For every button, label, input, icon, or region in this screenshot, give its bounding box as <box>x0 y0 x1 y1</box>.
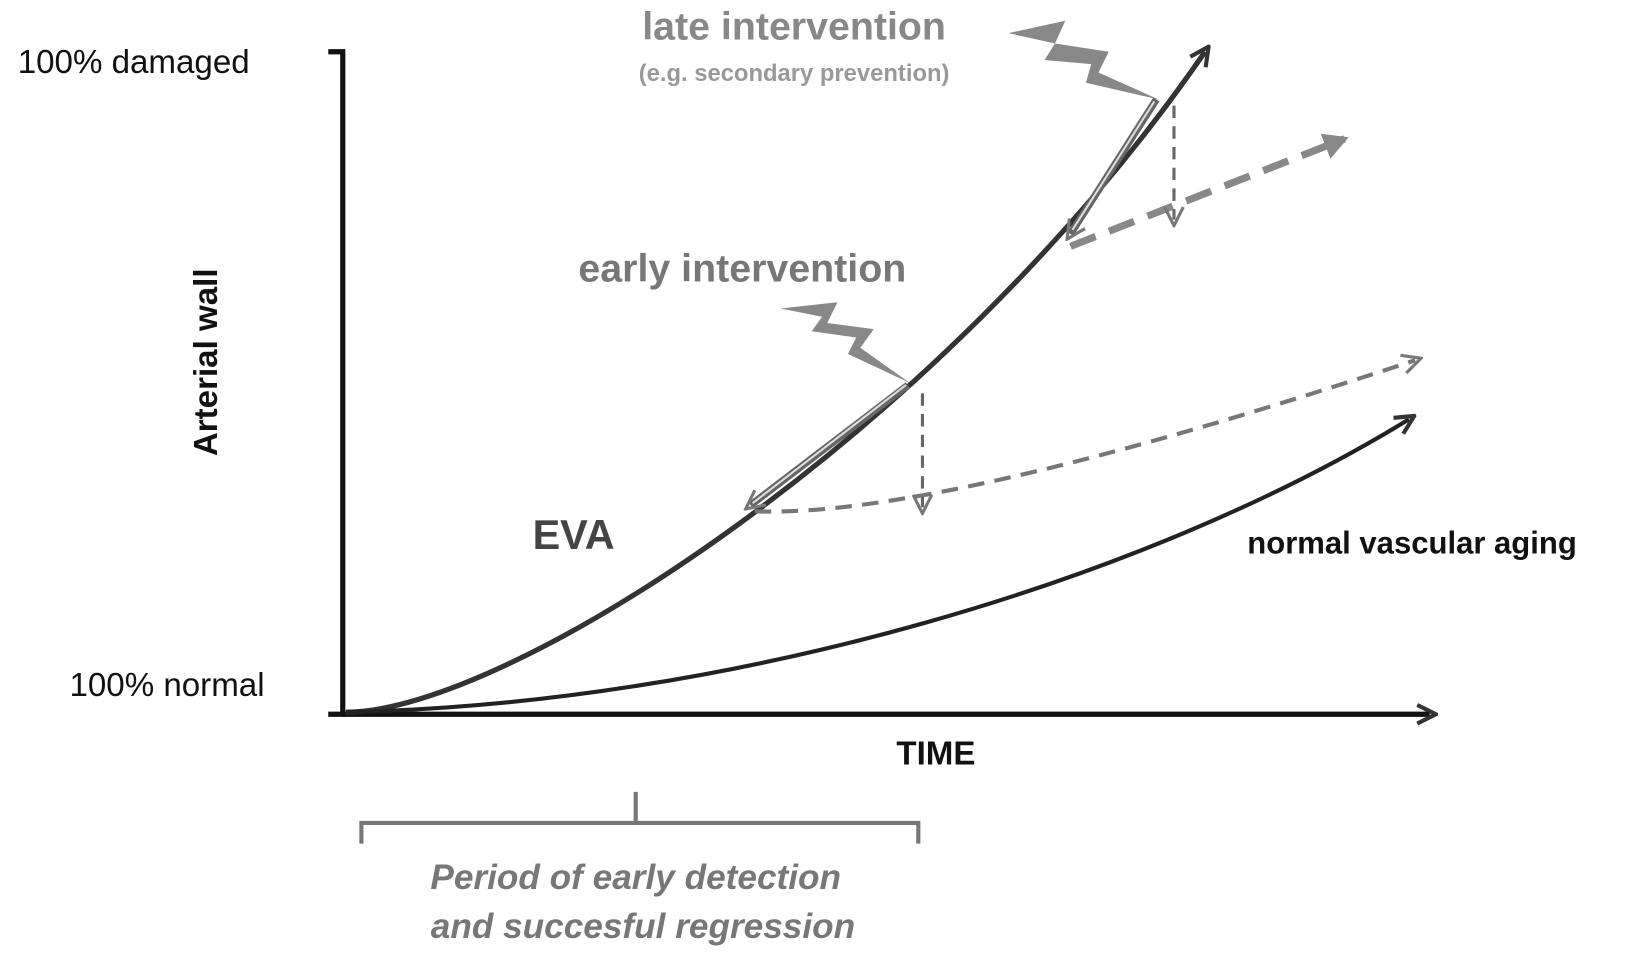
regression-arrows <box>751 97 1160 505</box>
y-bottom-label: 100% normal <box>69 667 264 704</box>
early-dashed-path <box>754 360 1415 514</box>
period-bracket <box>359 791 921 844</box>
normal-curve <box>345 419 1409 715</box>
late-bolt <box>1008 20 1159 100</box>
early-bolt <box>780 302 911 384</box>
normal-label: normal vascular aging <box>1247 526 1577 561</box>
late-dashed-path <box>1069 133 1349 250</box>
x-title: TIME <box>896 735 975 772</box>
late-title: late intervention <box>642 4 946 48</box>
period-line: and succesful regression <box>431 907 855 946</box>
y-axis <box>328 49 346 717</box>
eva-label: EVA <box>533 512 615 558</box>
early-title: early intervention <box>578 247 906 291</box>
eva-curve <box>345 52 1205 715</box>
late-subtitle: (e.g. secondary prevention) <box>639 60 950 87</box>
y-top-label: 100% damaged <box>18 44 250 81</box>
period-line: Period of early detection <box>430 858 841 897</box>
axes <box>328 49 1429 717</box>
y-title: Arterial wall <box>188 268 225 456</box>
